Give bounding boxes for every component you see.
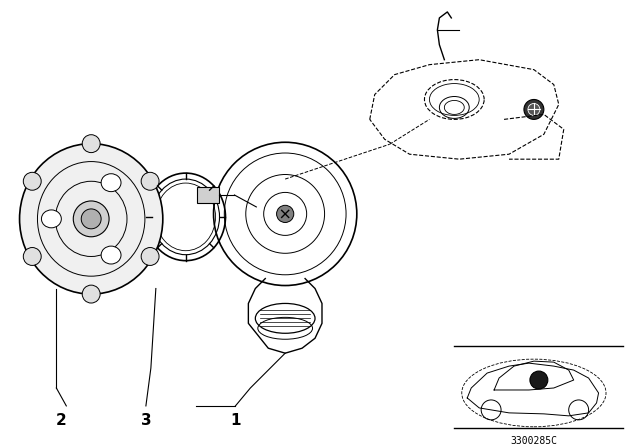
Circle shape	[524, 99, 544, 119]
Ellipse shape	[23, 248, 41, 265]
Circle shape	[276, 205, 294, 223]
Ellipse shape	[82, 285, 100, 303]
Ellipse shape	[141, 172, 159, 190]
Circle shape	[530, 371, 548, 389]
Polygon shape	[196, 187, 218, 203]
Text: 3: 3	[141, 413, 151, 428]
Ellipse shape	[82, 135, 100, 153]
Ellipse shape	[42, 210, 61, 228]
Ellipse shape	[20, 144, 163, 294]
Ellipse shape	[101, 246, 121, 264]
Circle shape	[81, 209, 101, 229]
Ellipse shape	[141, 248, 159, 265]
Text: 2: 2	[56, 413, 67, 428]
Circle shape	[73, 201, 109, 237]
Text: 1: 1	[230, 413, 241, 428]
Circle shape	[528, 103, 540, 116]
Text: 3300285C: 3300285C	[510, 436, 557, 446]
Ellipse shape	[101, 174, 121, 192]
Ellipse shape	[23, 172, 41, 190]
